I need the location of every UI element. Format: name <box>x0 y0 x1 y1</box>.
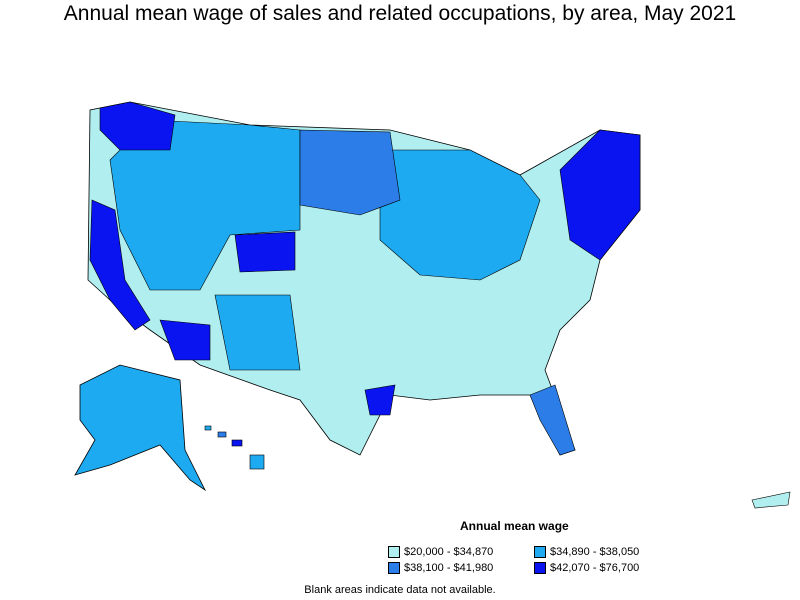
region-pacific-northwest <box>99 101 176 151</box>
legend-item-2: $38,100 - $41,980 <box>388 562 493 574</box>
region-new-mexico <box>214 294 301 371</box>
legend-item-3: $42,070 - $76,700 <box>534 562 639 574</box>
region-colorado-front-range <box>234 231 296 273</box>
legend-swatch-0 <box>388 546 400 558</box>
legend-item-0: $20,000 - $34,870 <box>388 546 493 558</box>
region-california-coast <box>89 199 151 331</box>
region-puerto-rico <box>751 491 791 509</box>
region-northeast <box>559 129 641 261</box>
footnote: Blank areas indicate data not available. <box>304 584 496 596</box>
legend-swatch-3 <box>534 562 546 574</box>
region-texas-houston <box>364 384 396 416</box>
map-title: Annual mean wage of sales and related oc… <box>63 2 737 25</box>
legend-label-2: $38,100 - $41,980 <box>404 562 494 574</box>
region-alaska <box>74 364 207 492</box>
legend-title: Annual mean wage <box>460 519 569 533</box>
legend-label-3: $42,070 - $76,700 <box>550 562 640 574</box>
legend-item-1: $34,890 - $38,050 <box>534 546 639 558</box>
legend-swatch-1 <box>534 546 546 558</box>
legend-label-0: $20,000 - $34,870 <box>404 546 494 558</box>
legend-swatch-2 <box>388 562 400 574</box>
region-florida <box>529 384 576 456</box>
region-nevada-idaho-montana <box>109 119 301 291</box>
region-hawaii <box>204 425 265 470</box>
region-midwest <box>379 149 541 281</box>
legend-label-1: $34,890 - $38,050 <box>550 546 640 558</box>
region-arizona <box>159 319 211 361</box>
region-dakotas-minnesota <box>299 129 401 216</box>
